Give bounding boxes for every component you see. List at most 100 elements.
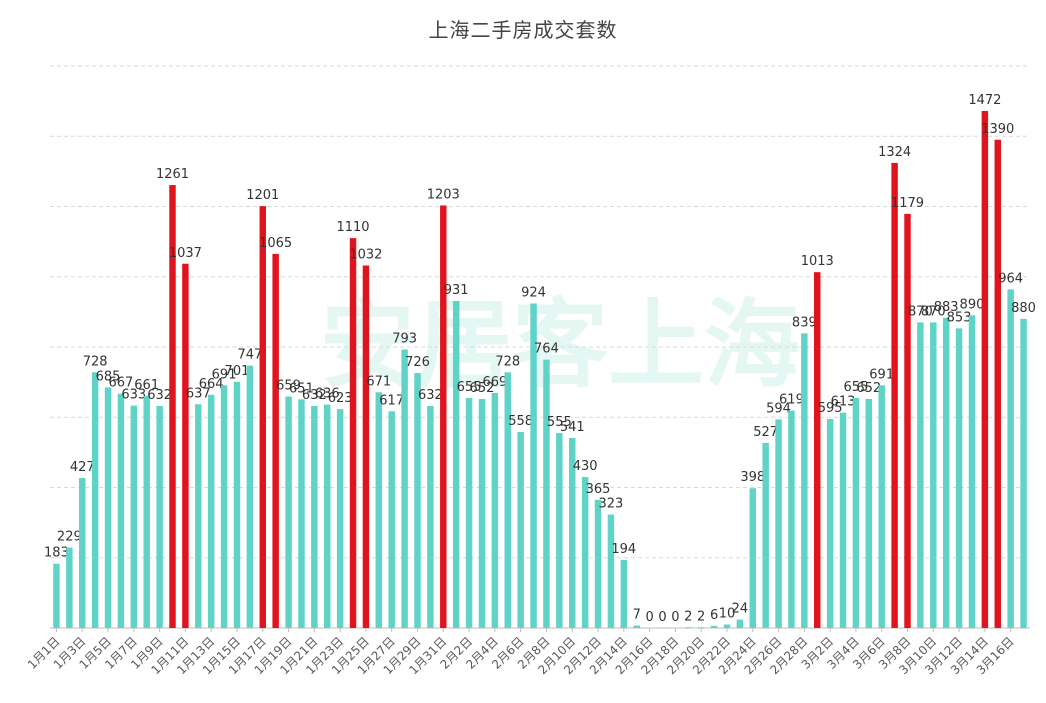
data-label: 365	[586, 482, 611, 497]
data-label: 728	[83, 354, 108, 369]
bar-1月23日	[336, 409, 344, 628]
bar-3月8日	[904, 213, 911, 628]
data-label: 664	[199, 377, 224, 392]
data-label: 613	[831, 395, 856, 410]
data-label: 1179	[891, 196, 924, 211]
bar-3月11日	[942, 317, 950, 628]
data-label: 701	[225, 364, 250, 379]
bar-1月5日	[104, 387, 112, 628]
bar-1月14日	[220, 385, 228, 628]
data-label: 183	[44, 546, 69, 561]
data-label: 839	[792, 315, 817, 330]
bar-2月10日	[569, 437, 576, 628]
bar-1月11日	[182, 263, 189, 628]
data-label: 890	[960, 297, 985, 312]
bar-2月22日	[723, 624, 731, 628]
data-label: 691	[212, 367, 237, 382]
bar-2月19日	[685, 627, 692, 629]
bar-2月1日	[452, 300, 460, 628]
data-label: 430	[573, 459, 598, 474]
bar-1月18日	[272, 253, 279, 629]
bar-2月24日	[749, 488, 756, 628]
data-label: 853	[947, 310, 972, 325]
bar-2月12日	[594, 499, 602, 628]
bar-1月3日	[79, 478, 86, 628]
bar-1月9日	[156, 406, 163, 628]
bar-2月13日	[607, 514, 615, 628]
bar-3月13日	[968, 315, 976, 628]
bar-1月1日	[53, 563, 60, 628]
data-label: 669	[482, 375, 507, 390]
data-label: 685	[96, 369, 121, 384]
bar-3月14日	[981, 110, 989, 628]
bar-2月26日	[775, 419, 782, 628]
bar-3月7日	[891, 162, 898, 628]
bar-1月12日	[195, 404, 202, 628]
data-label: 1472	[968, 93, 1001, 108]
bar-1月7日	[130, 405, 138, 628]
bar-1月30日	[427, 406, 434, 628]
data-label: 323	[599, 497, 624, 512]
bar-3月10日	[930, 322, 937, 628]
data-label: 595	[818, 401, 843, 416]
data-label: 1032	[349, 248, 382, 263]
bar-2月5日	[504, 372, 511, 628]
data-label: 764	[534, 342, 559, 357]
watermark-text: 安居客上海	[320, 289, 800, 401]
data-label: 24	[732, 602, 749, 617]
bar-1月28日	[401, 349, 408, 628]
bar-2月2日	[465, 397, 473, 628]
data-label: 883	[934, 300, 959, 315]
data-label: 880	[1011, 301, 1036, 316]
data-label: 0	[658, 610, 666, 625]
data-label: 632	[418, 388, 443, 403]
data-label: 0	[645, 610, 653, 625]
bar-3月12日	[955, 328, 963, 628]
bar-1月24日	[349, 238, 357, 629]
bar-2月4日	[491, 393, 499, 628]
data-label: 6	[710, 608, 718, 623]
bar-2月3日	[478, 398, 486, 628]
data-label: 2	[697, 609, 705, 624]
data-label: 793	[392, 331, 417, 346]
bar-2月15日	[633, 625, 640, 628]
data-label: 659	[276, 379, 301, 394]
data-label: 671	[366, 374, 391, 389]
bar-1月25日	[362, 265, 370, 628]
bar-1月6日	[117, 393, 125, 628]
bar-2月27日	[788, 410, 795, 628]
bar-1月4日	[91, 372, 99, 628]
data-label: 637	[186, 386, 211, 401]
data-label: 636	[315, 387, 340, 402]
data-label: 0	[671, 610, 679, 625]
data-label: 655	[844, 380, 869, 395]
data-label: 667	[109, 376, 134, 391]
data-label: 726	[405, 355, 430, 370]
data-label: 1013	[801, 254, 834, 269]
data-label: 194	[611, 542, 636, 557]
bar-2月14日	[620, 559, 628, 628]
data-label: 1065	[259, 236, 292, 251]
bar-1月26日	[375, 392, 383, 628]
bar-2月23日	[736, 619, 744, 628]
data-label: 632	[147, 388, 172, 403]
data-label: 655	[457, 380, 482, 395]
bar-1月31日	[440, 205, 447, 628]
bar-3月15日	[994, 139, 1001, 628]
bar-2月9日	[556, 433, 563, 628]
bar-3月3日	[839, 412, 847, 628]
bar-3月6日	[878, 385, 885, 628]
data-label: 691	[869, 367, 894, 382]
bar-1月16日	[246, 365, 254, 628]
bar-1月15日	[233, 381, 241, 628]
data-label: 617	[379, 393, 404, 408]
data-label: 623	[328, 391, 353, 406]
bar-1月21日	[311, 406, 318, 628]
data-label: 541	[560, 420, 585, 435]
data-label: 632	[302, 388, 327, 403]
data-label: 633	[121, 388, 146, 403]
data-label: 594	[766, 401, 791, 416]
bar-1月8日	[143, 395, 150, 628]
bar-2月11日	[581, 476, 589, 628]
bar-2月7日	[530, 303, 537, 628]
